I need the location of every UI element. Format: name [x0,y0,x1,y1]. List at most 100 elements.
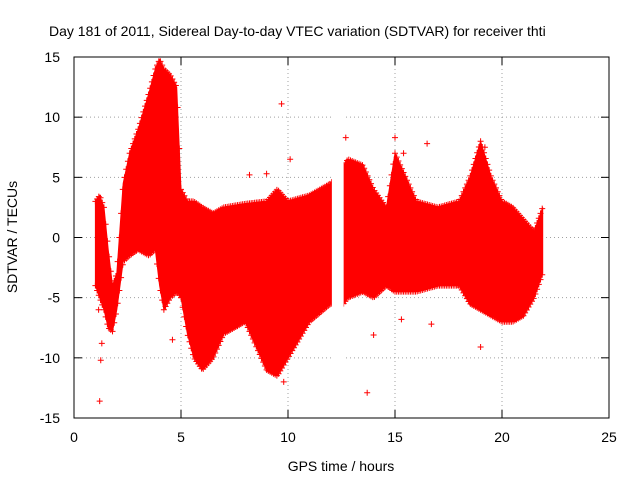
outlier-point [392,134,398,141]
outlier-point [400,150,407,157]
data-point-marker [409,188,416,195]
data-point-marker [491,181,498,188]
data-point-marker [111,277,118,284]
data-point-marker [493,184,500,191]
x-axis-label: GPS time / hours [288,458,395,474]
outlier-point [370,331,377,338]
data-point-marker [535,281,542,288]
data-point-marker [130,140,137,147]
data-point-marker [477,138,484,145]
x-tick-label: 0 [70,429,78,445]
data-point-marker [465,177,472,184]
outlier-point [169,336,176,343]
data-point-marker [364,172,371,179]
data-point-marker [213,346,220,353]
data-point-marker [215,342,222,349]
data-point-marker [176,145,183,152]
data-point-marker [532,291,539,298]
data-point-marker [390,161,397,168]
data-point-marker [260,359,267,366]
data-point-marker [102,313,109,320]
data-point-marker [114,300,121,307]
data-point-marker [143,97,150,104]
data-point-marker [472,155,479,162]
data-point-marker [369,184,376,191]
data-point-marker [135,126,142,133]
data-point-marker [128,145,135,152]
outlier-point [481,144,488,151]
data-point-marker [157,287,164,294]
data-point-marker [111,319,118,326]
data-point-marker [383,204,390,211]
data-point-marker [181,313,188,320]
outlier-point [95,306,102,313]
data-point-marker [112,311,119,318]
data-point-marker [256,351,263,358]
outlier-point [428,321,435,328]
data-point-marker [484,161,491,168]
data-point-marker [248,332,255,339]
data-point-marker [106,253,113,260]
data-point-marker [460,188,467,195]
data-point-marker [385,193,392,200]
data-point-marker [534,220,541,227]
data-point-marker [95,292,102,299]
data-point-marker [467,172,474,179]
data-point-marker [179,304,186,311]
data-point-marker [210,353,217,360]
data-point-marker [94,287,101,294]
data-point-marker [458,192,465,199]
data-point-marker [159,297,166,304]
data-point-marker [188,345,195,352]
data-point-marker [244,324,251,331]
y-tick-label: 0 [52,230,60,246]
data-point-marker [100,204,107,211]
data-point-marker [359,162,366,169]
data-point-marker [107,268,114,275]
data-point-marker [154,62,161,69]
data-point-marker [534,286,541,293]
data-point-marker [537,210,544,217]
data-point-marker [470,161,477,168]
data-point-marker [171,79,178,86]
x-tick-label: 20 [494,429,510,445]
data-point-marker [469,167,476,174]
outlier-point [280,378,287,385]
data-point-marker [97,297,104,304]
outlier-point [263,170,270,177]
data-point-marker [148,78,155,85]
data-point-marker [393,154,400,161]
data-point-marker [99,301,106,308]
data-point-marker [489,177,496,184]
data-point-marker [219,334,226,341]
outlier-point [424,140,431,147]
data-point-marker [92,282,99,289]
outlier-point [342,134,349,141]
data-point-marker [118,274,125,281]
y-axis-label: SDTVAR / TECUs [4,181,20,293]
y-tick-label: 10 [44,109,60,125]
data-point-marker [258,355,265,362]
data-point-marker [114,258,121,265]
data-point-marker [388,171,395,178]
data-point-marker [123,166,130,173]
data-point-marker [189,351,196,358]
data-point-marker [138,114,145,121]
plot-frame [73,56,610,419]
data-point-marker [126,150,133,157]
data-point-marker [119,186,126,193]
data-point-marker [496,192,503,199]
data-point-marker [167,72,174,79]
axis-ticks: 0 5 10 15 20 25 -15 -10 -5 0 5 10 15 [40,49,617,445]
data-point-marker [140,108,147,115]
outlier-point [355,168,362,175]
data-point-marker [97,194,104,201]
data-point-marker [410,192,417,199]
data-point-marker [133,131,140,138]
data-point-marker [457,196,464,203]
data-point-marker [152,66,159,73]
x-tick-label: 5 [177,429,185,445]
data-point-marker [109,328,116,335]
data-point-marker [253,343,260,350]
